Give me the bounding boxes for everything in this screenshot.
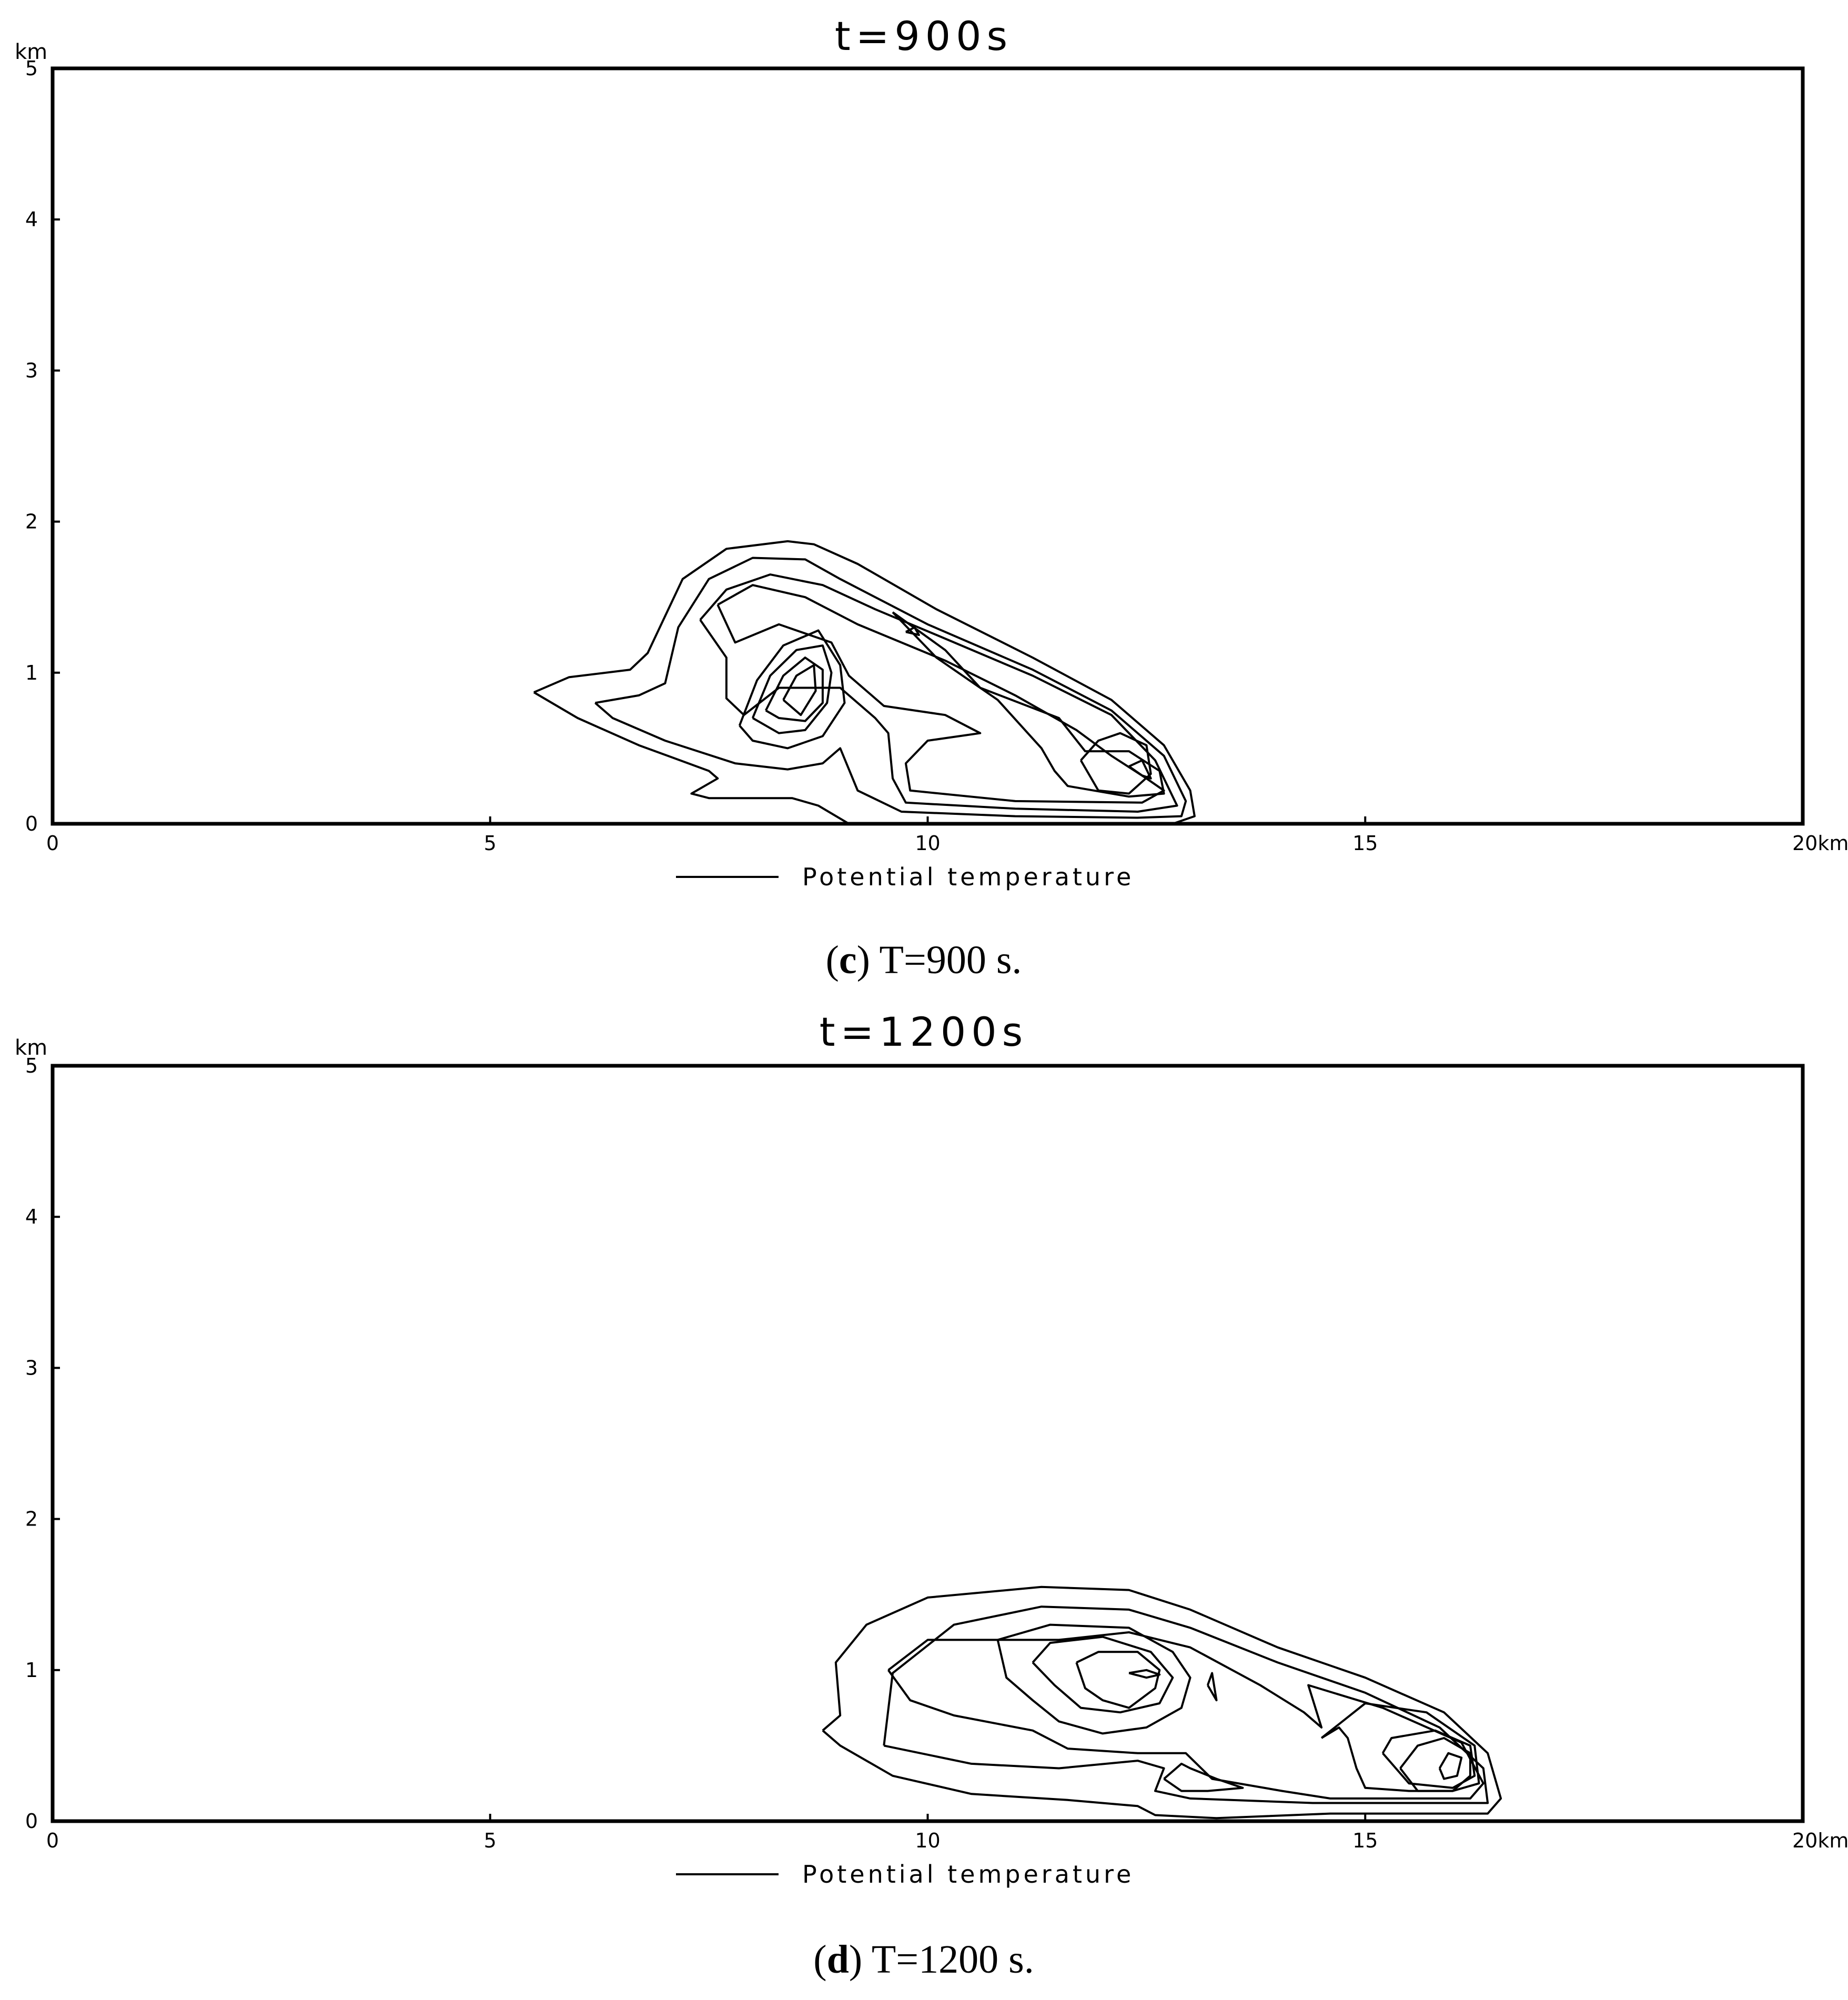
caption-text: ) T=1200 s. (849, 1937, 1034, 1982)
caption-text: ) T=900 s. (857, 938, 1022, 982)
y-tick-label: 0 (25, 1810, 38, 1833)
contour-lines (822, 1585, 1502, 1820)
contour-line (1032, 1635, 1174, 1714)
figure-caption: (c) T=900 s. (826, 938, 1022, 982)
contour-line (751, 644, 833, 734)
caption-open: ( (813, 1937, 826, 1982)
x-tick-label: 20km (1792, 832, 1848, 855)
legend: Potential temperature (676, 863, 1134, 891)
x-tick-label: 20km (1792, 1829, 1848, 1852)
contour-line (1075, 1651, 1161, 1709)
panel-t1200: t=1200s km 0 5 10 15 20km 0 1 2 3 4 5 Potential te… (15, 1008, 1848, 1982)
contour-line (822, 1585, 1502, 1820)
plot-title: t=1200s (820, 1008, 1028, 1055)
y-tick-label: 4 (25, 1205, 38, 1228)
legend-label: Potential temperature (802, 863, 1134, 891)
contour-lines (533, 540, 1196, 825)
figure-caption: (d) T=1200 s. (813, 1937, 1034, 1982)
y-unit-label: km (15, 40, 47, 64)
axis-ticks: 0 5 10 15 20km 0 1 2 3 4 5 (25, 57, 1848, 855)
x-tick-label: 5 (484, 1829, 497, 1852)
contour-line (887, 1631, 1485, 1800)
plot-frame (51, 66, 1805, 826)
panel-t900: t=900s km 0 5 10 15 20km 0 1 2 3 4 5 Potential tem… (15, 13, 1848, 982)
y-tick-label: 1 (25, 661, 38, 684)
caption-open: ( (826, 938, 839, 982)
y-tick-label: 3 (25, 359, 38, 382)
caption-letter: c (839, 938, 857, 982)
x-tick-label: 0 (46, 832, 59, 855)
axis-ticks: 0 5 10 15 20km 0 1 2 3 4 5 (25, 1054, 1848, 1852)
contour-line (996, 1623, 1191, 1735)
x-tick-label: 15 (1352, 832, 1378, 855)
y-tick-label: 4 (25, 208, 38, 231)
y-tick-label: 2 (25, 510, 38, 533)
contour-line (699, 573, 1178, 813)
x-tick-label: 15 (1352, 1829, 1378, 1852)
contour-line (1079, 732, 1152, 795)
y-tick-label: 3 (25, 1356, 38, 1379)
legend-label: Potential temperature (802, 1860, 1134, 1888)
contour-line (533, 540, 1196, 825)
y-tick-label: 5 (25, 57, 38, 80)
contour-line (1438, 1752, 1463, 1780)
contour-line (1128, 1669, 1161, 1679)
contour-line (892, 611, 1165, 798)
y-tick-label: 0 (25, 812, 38, 835)
contour-line (782, 664, 817, 716)
x-tick-label: 5 (484, 832, 497, 855)
contour-line (738, 629, 846, 750)
contour-line (716, 584, 1165, 804)
contour-line (905, 626, 920, 636)
contour-line (883, 1605, 1489, 1804)
y-tick-label: 1 (25, 1659, 38, 1682)
contour-line (1206, 1672, 1218, 1702)
contour-line (1128, 759, 1152, 780)
contour-line (1163, 1762, 1244, 1792)
x-tick-label: 10 (915, 1829, 940, 1852)
contour-line (1381, 1729, 1476, 1789)
x-tick-label: 10 (915, 832, 940, 855)
legend: Potential temperature (676, 1860, 1134, 1888)
contour-line (1399, 1737, 1471, 1792)
caption-letter: d (827, 1937, 849, 1982)
x-tick-label: 0 (46, 1829, 59, 1852)
plot-title: t=900s (835, 13, 1013, 59)
plot-frame (51, 1064, 1805, 1823)
contour-line (594, 557, 1187, 819)
y-tick-label: 5 (25, 1054, 38, 1077)
y-unit-label: km (15, 1036, 47, 1060)
y-tick-label: 2 (25, 1508, 38, 1531)
contour-line (765, 656, 824, 722)
